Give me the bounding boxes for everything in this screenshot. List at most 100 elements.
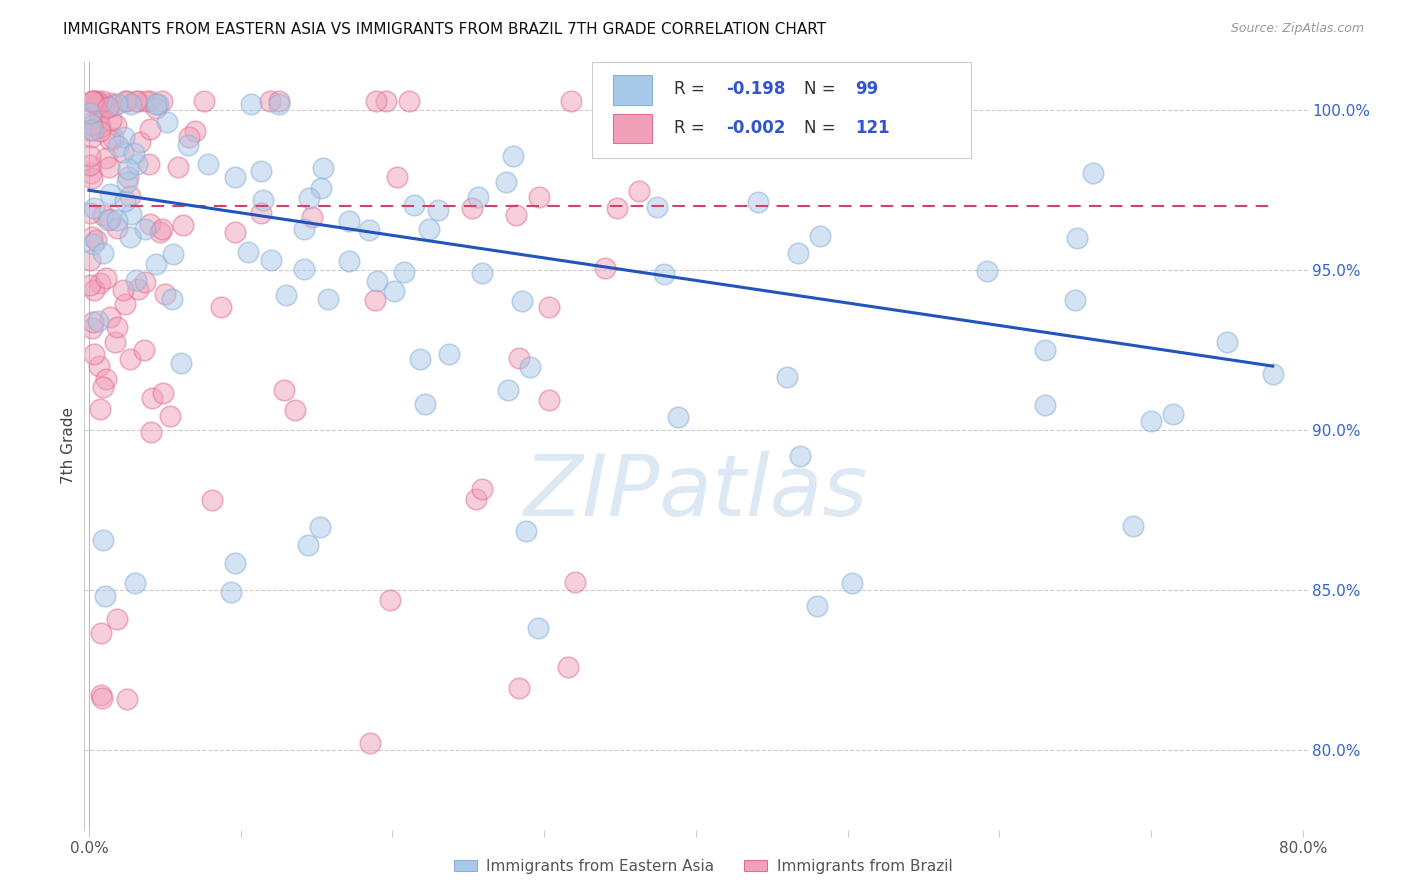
Point (80, 94, 103, 108)
Point (465, 492, 488, 507)
Point (152, 386, 174, 401)
Point (219, 585, 242, 599)
Point (98, 310, 121, 324)
Point (294, 261, 316, 276)
Point (418, 222, 440, 236)
Text: Source: ZipAtlas.com: Source: ZipAtlas.com (1230, 22, 1364, 36)
Point (114, 194, 136, 208)
Point (84, 233, 107, 247)
Point (1163, 407, 1185, 421)
Point (200, 493, 222, 508)
Point (134, 275, 156, 289)
Point (359, 736, 381, 750)
Point (505, 208, 527, 222)
Point (209, 300, 232, 314)
Point (197, 157, 219, 171)
Point (82, 123, 104, 137)
Point (1216, 335, 1239, 350)
Point (224, 556, 246, 570)
Point (100, 112, 122, 127)
Point (135, 94, 157, 108)
Point (236, 245, 259, 260)
Point (427, 202, 450, 217)
Point (250, 164, 273, 178)
Point (177, 130, 200, 145)
Legend: Immigrants from Eastern Asia, Immigrants from Brazil: Immigrants from Eastern Asia, Immigrants… (447, 853, 959, 880)
Point (134, 222, 156, 236)
Point (537, 393, 560, 408)
Point (364, 293, 387, 308)
Point (114, 296, 136, 310)
Point (104, 118, 127, 132)
Point (86, 94, 108, 108)
Point (82, 315, 104, 329)
Point (747, 194, 769, 209)
Point (193, 94, 215, 108)
Point (311, 161, 333, 175)
Point (105, 221, 128, 235)
Point (364, 94, 387, 108)
Point (146, 97, 169, 112)
Point (89, 120, 111, 135)
Point (105, 612, 128, 626)
Point (120, 207, 142, 221)
Point (80, 170, 103, 185)
Point (127, 94, 149, 108)
Point (683, 120, 706, 134)
Text: 121: 121 (855, 119, 890, 136)
Point (127, 282, 149, 296)
Point (98, 133, 121, 147)
Point (103, 98, 125, 112)
Point (183, 124, 205, 138)
Point (170, 356, 193, 370)
Text: R =: R = (673, 119, 710, 136)
Point (83, 201, 105, 215)
Point (87, 116, 110, 130)
Point (89, 402, 111, 417)
Point (560, 94, 582, 108)
Point (87, 359, 110, 373)
Point (276, 288, 298, 302)
Point (240, 97, 263, 112)
Point (145, 101, 167, 115)
Point (105, 97, 128, 112)
Point (83, 283, 105, 297)
Point (79, 158, 101, 172)
Point (115, 175, 138, 189)
Point (129, 136, 152, 150)
Point (139, 122, 162, 136)
Point (808, 229, 831, 244)
Point (82, 236, 104, 251)
Point (1033, 398, 1056, 412)
Point (508, 681, 530, 695)
Point (510, 293, 533, 308)
Point (104, 335, 127, 350)
Point (96, 372, 118, 386)
Point (537, 300, 560, 314)
Point (148, 225, 170, 239)
Point (159, 409, 181, 424)
Point (91, 533, 114, 548)
Point (91, 380, 114, 394)
Point (502, 148, 524, 162)
Point (495, 175, 517, 189)
Point (461, 202, 484, 216)
FancyBboxPatch shape (592, 62, 972, 158)
Point (162, 292, 184, 306)
Point (98, 161, 121, 175)
Point (557, 660, 579, 674)
Point (316, 293, 339, 307)
Point (82, 321, 104, 335)
Point (79, 105, 101, 120)
Point (786, 246, 808, 260)
Point (177, 138, 200, 153)
Point (115, 692, 138, 706)
Point (112, 283, 135, 297)
Point (260, 252, 283, 267)
Point (224, 225, 246, 239)
Point (250, 205, 273, 219)
Point (87, 96, 110, 111)
Point (1083, 166, 1105, 180)
Point (105, 320, 128, 334)
Point (337, 214, 360, 228)
